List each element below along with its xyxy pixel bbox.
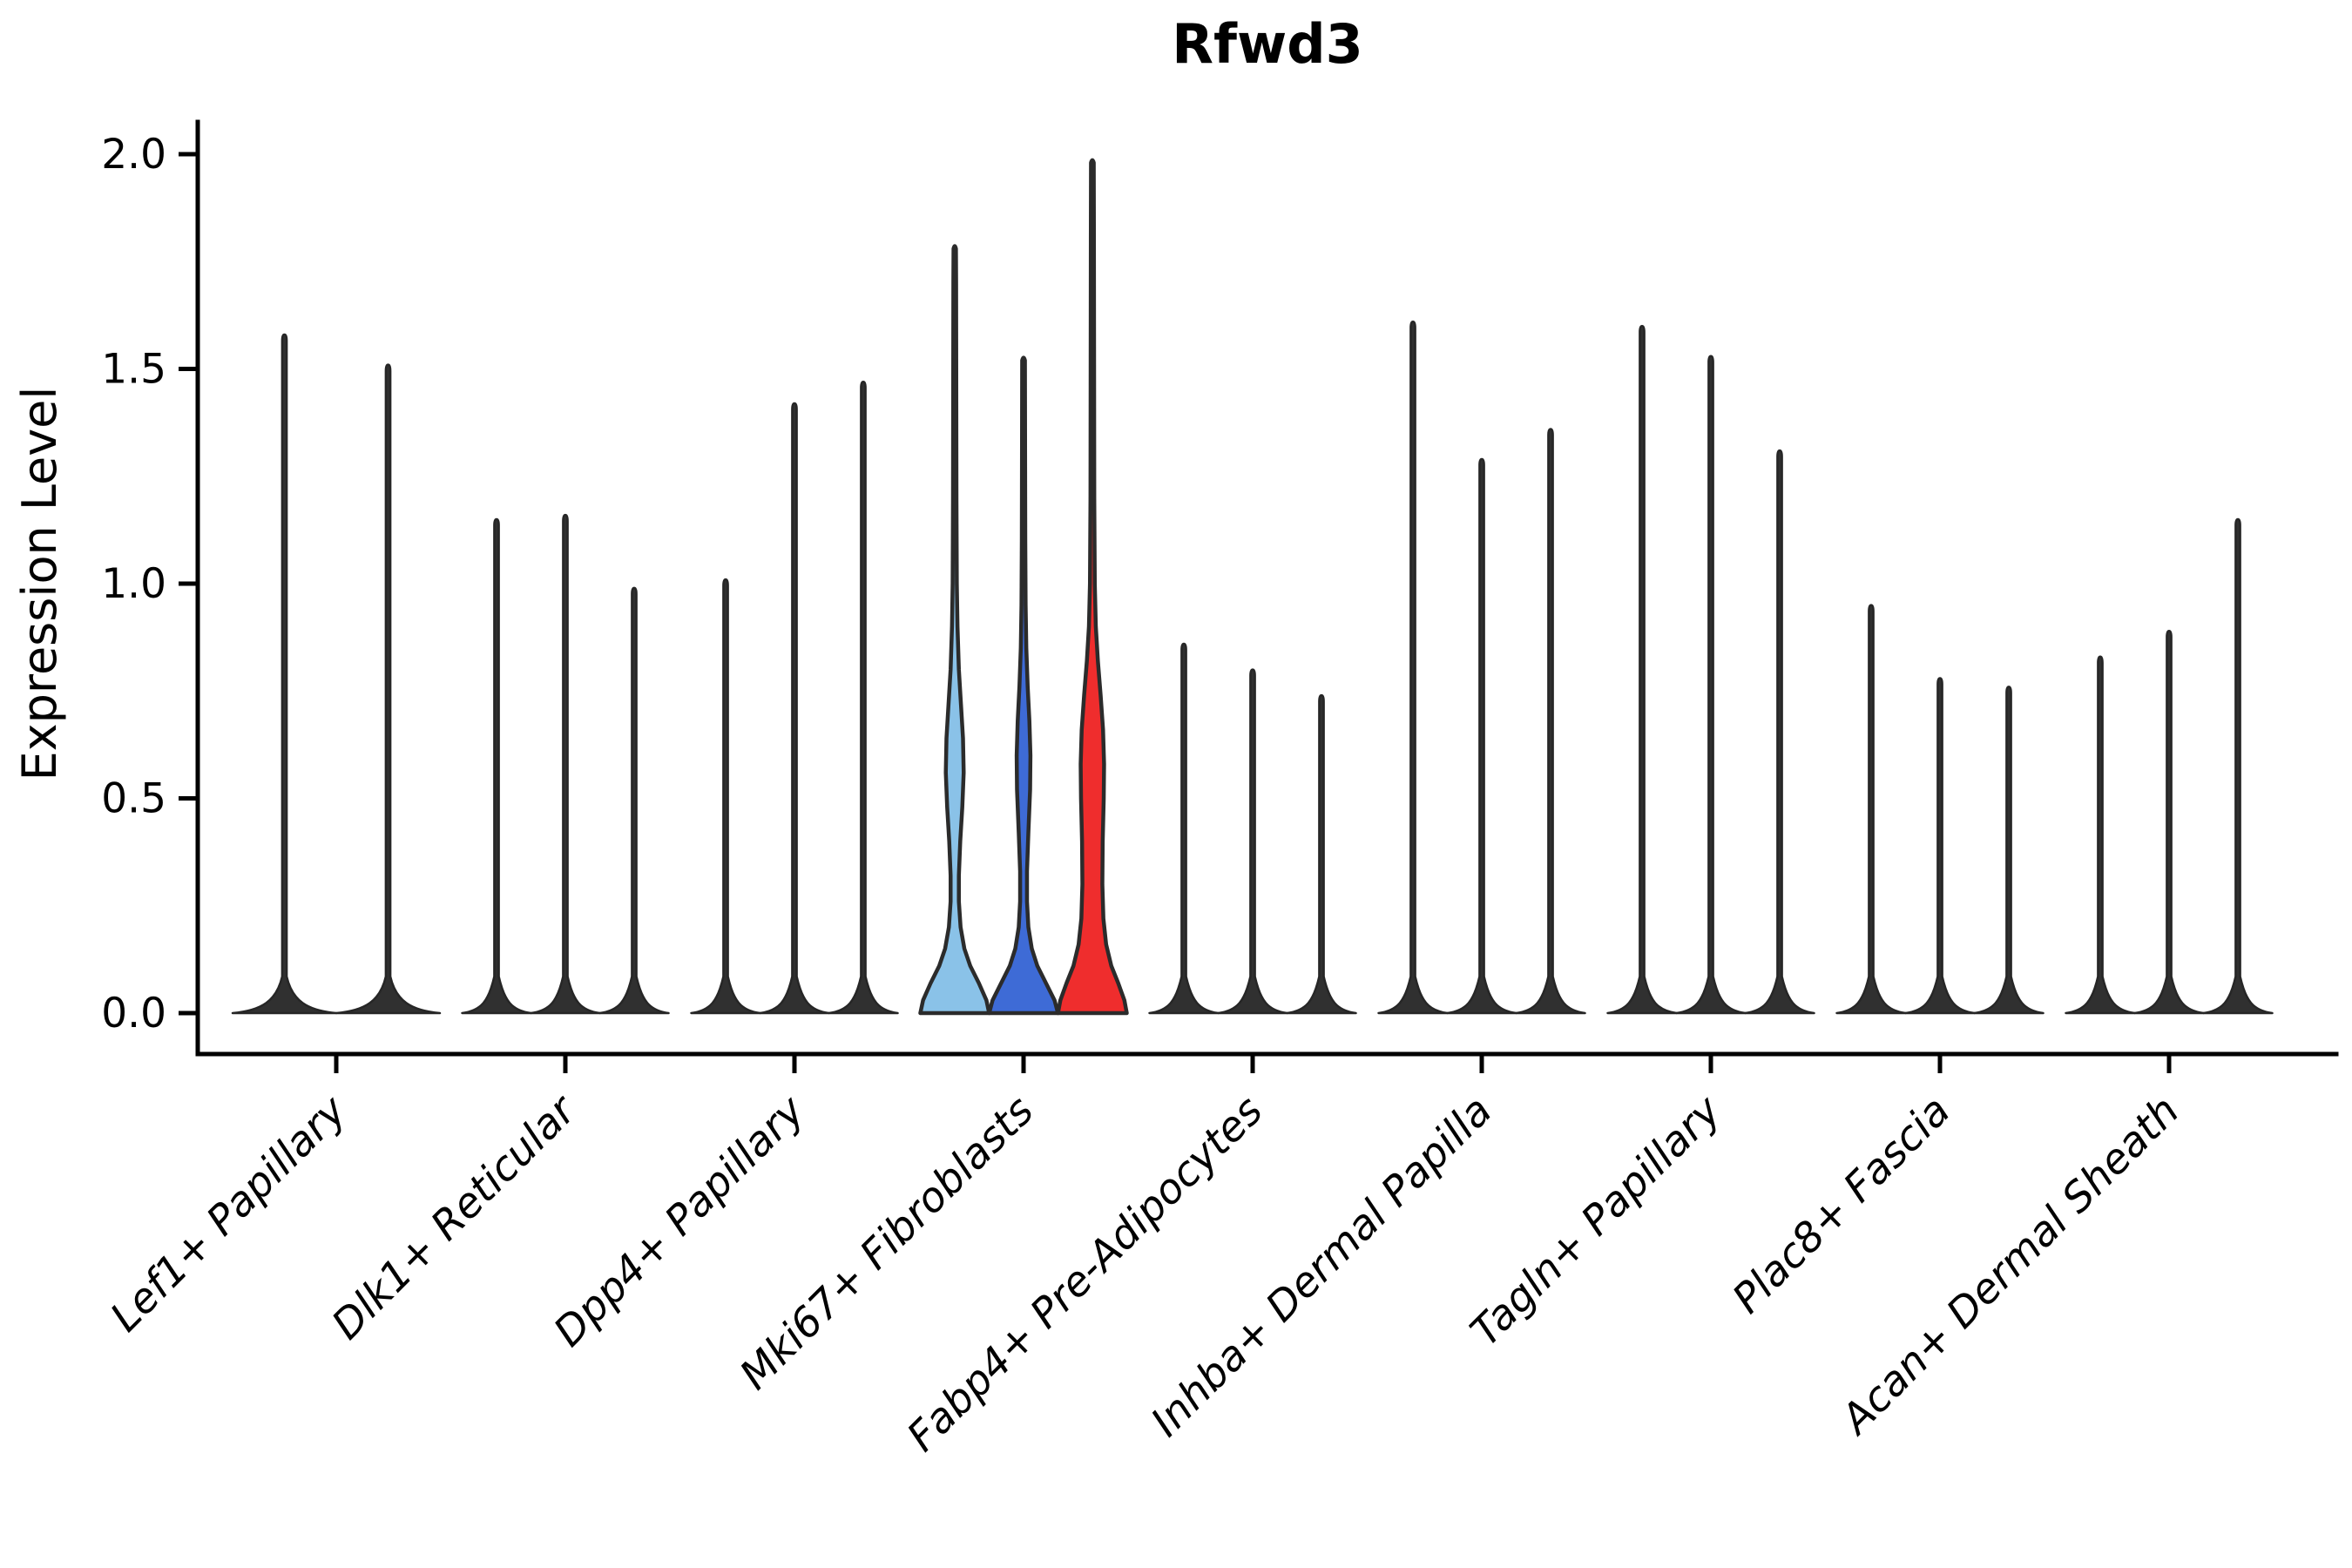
violin-spike xyxy=(461,517,532,1015)
violin-spike xyxy=(1286,693,1357,1015)
violin-spike xyxy=(2133,629,2205,1015)
y-tick-label: 2.0 xyxy=(101,131,166,179)
x-tick-label: Dlk1+ Reticular xyxy=(323,1085,587,1349)
x-tick-label: Dpp4+ Papillary xyxy=(544,1086,814,1356)
violin-spike xyxy=(2202,517,2274,1015)
x-tick-label: Lef1+ Papillary xyxy=(101,1086,356,1342)
violin-spike xyxy=(1835,604,1907,1015)
violin-spike xyxy=(1446,457,1517,1015)
axes xyxy=(195,119,2339,1057)
violin-spike xyxy=(1217,668,1288,1015)
y-tick-label: 0.5 xyxy=(101,775,166,823)
violin-spike xyxy=(1515,428,1586,1015)
violin-spike xyxy=(335,363,442,1015)
x-tick-label: Plac8+ Fascia xyxy=(1723,1087,1959,1323)
y-axis-label: Expression Level xyxy=(12,387,67,781)
chart-title: Rfwd3 xyxy=(1172,12,1363,76)
y-tick-label: 1.5 xyxy=(101,346,166,394)
y-tick-label: 1.0 xyxy=(101,560,166,608)
violin-body xyxy=(1056,158,1129,1016)
violin-spike xyxy=(1606,324,1678,1015)
violin-spike xyxy=(1973,686,2044,1015)
violin-spike xyxy=(598,586,670,1015)
violin-body xyxy=(918,244,991,1016)
violin-spike xyxy=(1675,355,1747,1015)
violin-spike xyxy=(2065,655,2136,1015)
y-tick-label: 0.0 xyxy=(101,990,166,1037)
violin-spike xyxy=(690,578,761,1015)
violin-spike xyxy=(828,381,899,1015)
x-tick-label: Tagln+ Papillary xyxy=(1462,1086,1732,1356)
violin-spike xyxy=(1744,449,1815,1015)
violin-spike xyxy=(759,402,830,1015)
violins-layer xyxy=(231,158,2274,1016)
violin-spike xyxy=(1904,677,1976,1015)
y-axis-ticks: 0.0 0.5 1.0 1.5 2.0 xyxy=(101,131,198,1037)
violin-spike xyxy=(231,333,338,1015)
violin-spike xyxy=(1377,321,1449,1015)
violin-spike xyxy=(530,513,601,1015)
violin-body xyxy=(987,355,1060,1016)
violin-spike xyxy=(1148,642,1220,1015)
